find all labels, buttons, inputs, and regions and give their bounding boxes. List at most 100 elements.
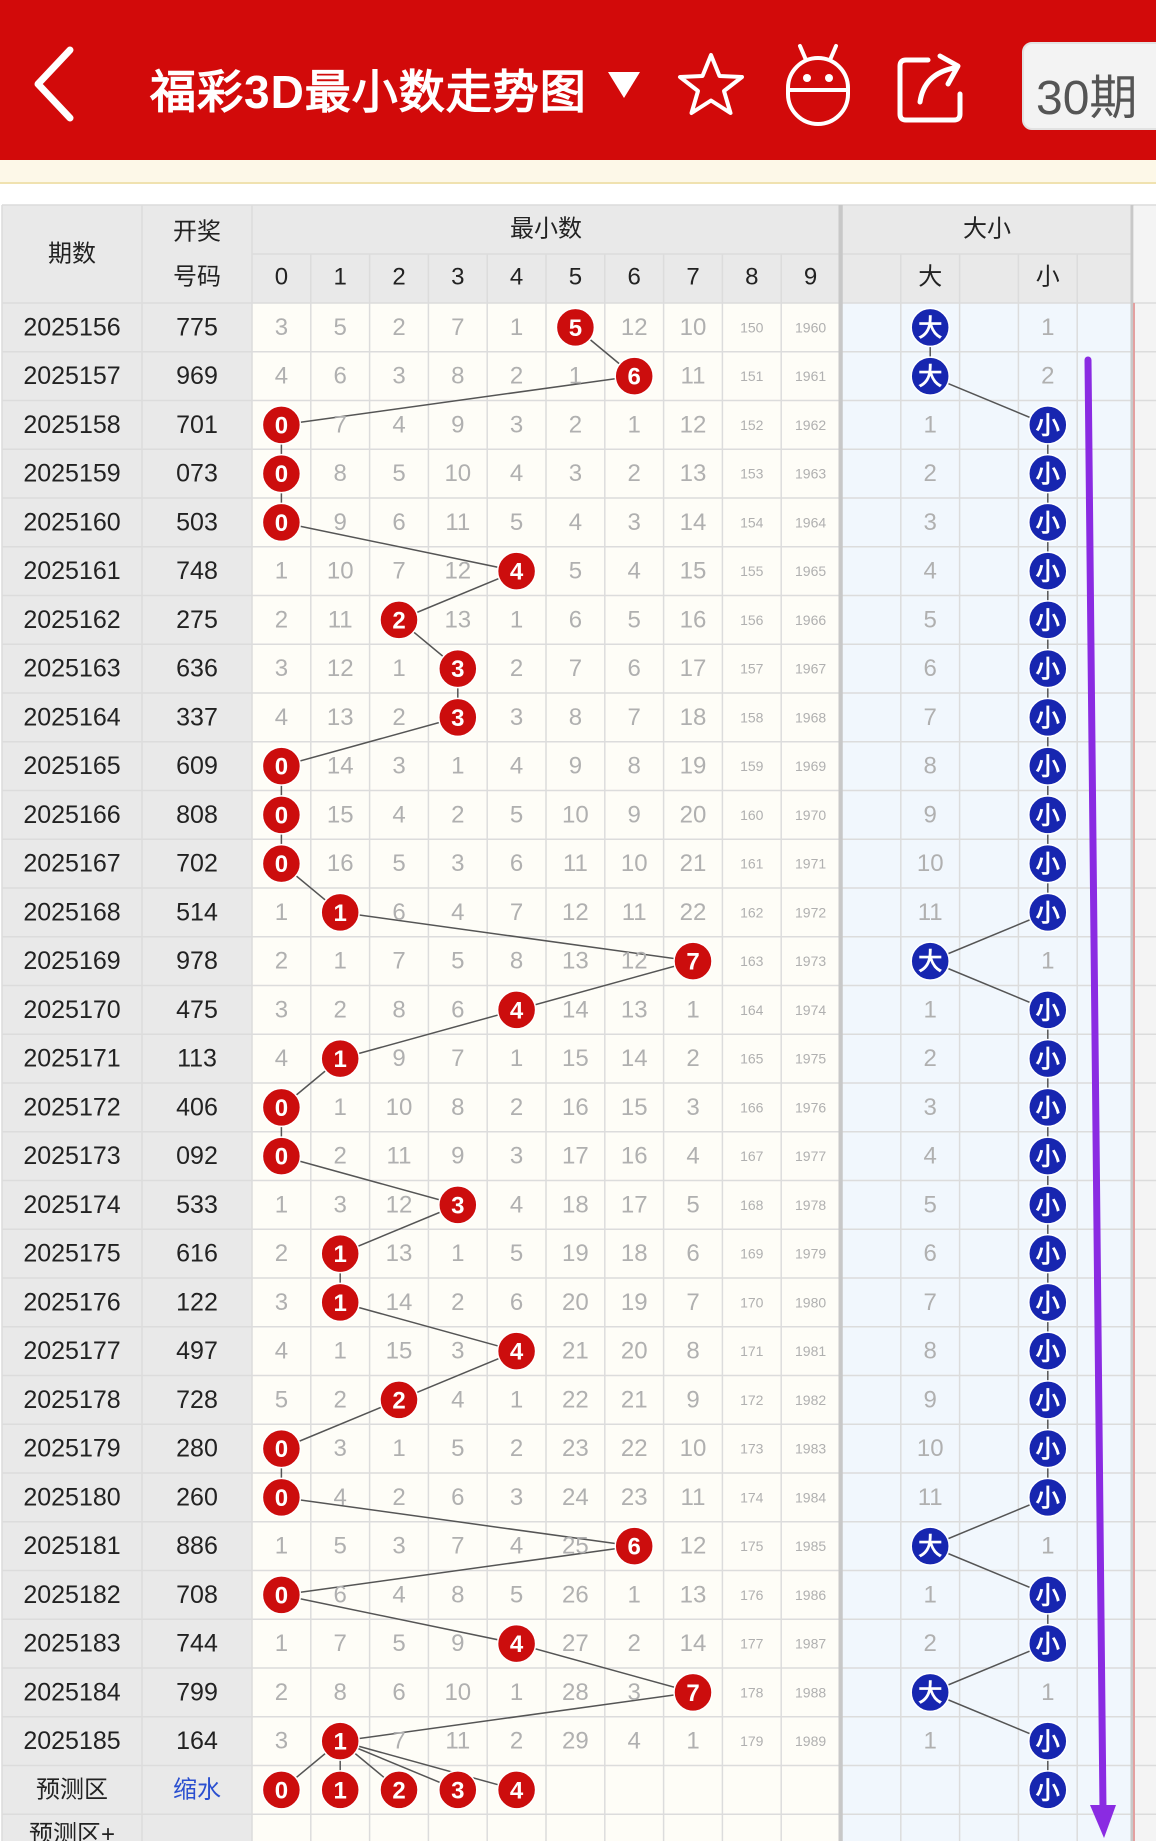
size-trend-segment [929,1545,1049,1596]
min-ball: 1 [320,1233,360,1274]
size-ball-label: 小 [1036,1631,1060,1658]
miss-cell-2: 6 [392,899,405,926]
miss-cell-4: 4 [510,460,523,487]
miss-cell-7: 7 [686,1289,699,1316]
back-button[interactable] [28,44,88,124]
robot-assistant-button[interactable] [782,42,854,128]
size-ball: 小 [1028,1185,1068,1225]
star-icon [678,53,744,115]
table-row: 2025168 514 1 6 4 7 12 11 22 162 1972 11 [23,898,942,926]
number-cell: 337 [176,703,218,731]
min-trend-segment [340,911,694,962]
header-digit-8: 8 [745,264,758,291]
size-ball-label: 小 [1036,461,1060,488]
min-ball: 0 [261,1477,302,1518]
period-select[interactable]: 30期 [1022,42,1156,130]
miss-cell-3: 9 [451,1143,464,1170]
miss-cell-3: 8 [451,363,464,390]
miss-cell-9: 1980 [795,1294,826,1310]
period-cell: 2025180 [23,1483,120,1511]
period-cell: 2025166 [23,801,120,829]
miss-cell-3: 7 [451,1045,464,1072]
prediction-shrink-link[interactable]: 缩水 [173,1776,221,1803]
size-ball: 大 [910,356,950,396]
size-miss-cell-0: 6 [924,1240,937,1267]
miss-cell-5: 22 [562,1386,589,1413]
header-digit-9: 9 [804,264,817,291]
min-trend-segment [339,1204,459,1255]
table-row: 2025180 260 4 2 6 3 24 23 11 174 1984 11 [23,1483,942,1511]
miss-cell-6: 17 [621,1191,648,1218]
page-title[interactable]: 福彩3D最小数走势图 [150,66,587,118]
min-ball: 4 [496,1331,537,1371]
miss-cell-6: 3 [628,509,641,536]
size-miss-cell-0: 4 [924,558,937,585]
size-ball-label: 小 [1036,607,1060,634]
favorite-button[interactable] [676,50,746,120]
miss-cell-3: 8 [451,1581,464,1608]
miss-cell-1: 2 [334,996,347,1023]
size-miss-cell-0: 11 [918,1484,943,1511]
period-cell: 2025175 [23,1240,120,1268]
miss-cell-3: 1 [451,1240,464,1267]
size-ball: 大 [910,1672,950,1713]
number-cell: 092 [176,1142,218,1170]
size-ball: 小 [1028,1721,1068,1761]
miss-cell-5: 7 [569,655,582,682]
miss-cell-7: 15 [680,558,707,585]
period-cell: 2025160 [23,508,120,536]
title-dropdown-button[interactable] [604,66,644,102]
size-ball: 大 [910,941,950,981]
size-ball-label: 小 [1036,1046,1060,1073]
miss-cell-2: 11 [387,1143,412,1170]
miss-cell-7: 1 [686,996,699,1023]
period-cell: 2025165 [23,752,120,780]
miss-cell-2: 3 [392,753,405,780]
miss-cell-3: 11 [445,1728,470,1755]
period-cell: 2025171 [23,1045,120,1073]
miss-cell-8: 153 [740,466,764,482]
miss-cell-2: 5 [392,460,405,487]
min-trend-segment [281,1399,400,1450]
miss-cell-3: 7 [451,314,464,341]
miss-cell-0: 2 [275,1679,288,1706]
miss-cell-7: 5 [686,1191,699,1218]
miss-cell-4: 4 [510,753,523,780]
miss-cell-8: 166 [740,1099,764,1115]
miss-cell-9: 1967 [795,661,826,677]
miss-cell-7: 18 [680,704,707,731]
table-row: 2025165 609 14 3 1 4 9 8 19 159 1969 8 [23,752,937,780]
miss-cell-0: 1 [275,1630,288,1657]
period-cell: 2025170 [23,996,120,1024]
table-row: 2025179 280 3 1 5 2 23 22 10 173 1983 10 [23,1435,943,1463]
miss-cell-4: 2 [510,655,523,682]
miss-cell-0: 3 [275,314,288,341]
miss-cell-1: 8 [334,1679,347,1706]
min-trend-segment [516,960,694,1011]
table-row: 2025177 497 4 1 15 3 21 20 8 171 1981 8 [23,1337,937,1365]
min-trend-segment [281,375,635,426]
miss-cell-6: 2 [628,460,641,487]
miss-cell-2: 13 [386,1240,413,1267]
table-row: 2025174 533 1 3 12 4 18 17 5 168 1978 5 [23,1191,937,1219]
min-ball-label: 0 [275,1485,288,1512]
min-trend-segment [398,570,517,621]
table-row: 2025173 092 2 11 9 3 17 16 4 167 1977 4 [23,1142,937,1170]
miss-cell-9: 1979 [795,1246,826,1262]
miss-cell-5: 8 [569,704,582,731]
miss-cell-2: 6 [392,1679,405,1706]
miss-cell-5: 24 [562,1484,589,1511]
miss-cell-6: 10 [621,850,648,877]
size-miss-cell-0: 1 [924,1581,937,1608]
miss-cell-4: 3 [510,411,523,438]
size-miss-cell-0: 9 [924,801,937,828]
miss-cell-1: 8 [334,460,347,487]
miss-cell-6: 1 [628,1581,641,1608]
share-button[interactable] [894,50,968,124]
miss-cell-6: 19 [621,1289,648,1316]
size-ball: 小 [1028,648,1068,689]
miss-cell-7: 19 [680,753,707,780]
period-select-value: 30期 [1036,72,1138,125]
miss-cell-2: 7 [392,948,405,975]
size-miss-cell-0: 9 [924,1386,937,1413]
